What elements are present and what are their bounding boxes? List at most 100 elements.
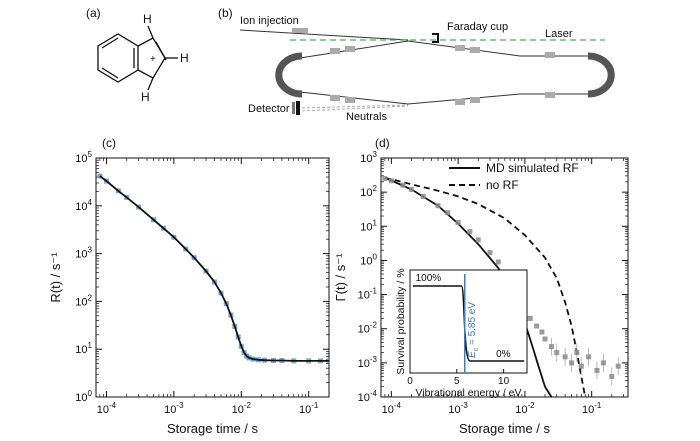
y-tick-label-base: 10 [358, 358, 370, 370]
bond-h-bottom [147, 77, 154, 91]
x-tick-label-base: 10 [582, 404, 594, 416]
y-tick-label-exp: -1 [370, 287, 378, 296]
data-point [554, 350, 560, 356]
y-tick-label-exp: 5 [88, 150, 93, 159]
ec-symbol: E [467, 351, 478, 358]
y-tick-label: 10-2 [358, 321, 378, 336]
faraday-cup-label: Faraday cup [447, 21, 508, 33]
x-tick-label-base: 10 [299, 404, 311, 416]
five-ring-double-bond [155, 41, 167, 61]
x-tick-label: 10-1 [299, 401, 319, 416]
x-tick-label-exp: -3 [461, 401, 469, 410]
detector-housing [292, 102, 295, 114]
x-tick-label: 10-4 [97, 401, 117, 416]
y-tick-label: 105 [75, 150, 92, 165]
x-tick-label-base: 10 [164, 404, 176, 416]
positive-charge-label: + [150, 54, 156, 65]
laser-label: Laser [545, 28, 573, 40]
x-tick-label-exp: -2 [244, 401, 252, 410]
data-point [487, 250, 493, 256]
x-tick-label-base: 10 [232, 404, 244, 416]
quadrupole-block [545, 92, 555, 98]
y-tick-label: 10-1 [358, 287, 378, 302]
hydrogen-right-label: H [180, 51, 189, 65]
inset-x-tick-label: 5 [454, 376, 460, 387]
panel-label-a: (a) [86, 6, 101, 20]
data-point [609, 373, 615, 379]
y-tick-label-exp: -4 [370, 389, 378, 398]
data-point [539, 329, 545, 335]
quadrupole-block [345, 97, 355, 103]
data-point [562, 354, 568, 360]
y-tick-label-base: 10 [75, 344, 87, 356]
data-point [382, 176, 388, 182]
y-tick-label-base: 10 [358, 290, 370, 302]
quadrupole-block [470, 47, 480, 53]
quadrupole-block [330, 95, 340, 101]
y-axis-label: Γ(t) / s⁻¹ [333, 253, 348, 302]
storage-ring-diagram [239, 28, 615, 115]
inset-y-axis-label: Survival probability / % [395, 268, 407, 374]
hydrogen-bottom-label: H [141, 90, 150, 104]
y-tick-label-base: 10 [75, 392, 87, 404]
y-tick-label-exp: 1 [88, 341, 93, 350]
quadrupole-block [345, 46, 355, 52]
data-point [527, 315, 533, 321]
detector-label: Detector [248, 103, 290, 115]
quadrupole-block [545, 52, 555, 58]
y-tick-label-base: 10 [360, 255, 372, 267]
y-tick-label-base: 10 [75, 249, 87, 261]
data-point [548, 344, 554, 350]
y-tick-label: 104 [75, 198, 92, 213]
x-tick-label-exp: -4 [394, 401, 402, 410]
chart-d: 10-4 10-3 10-2 10-110-410-310-210-110010110… [333, 150, 629, 436]
indenyl-cation-structure [97, 25, 178, 91]
x-tick-label-base: 10 [448, 404, 460, 416]
neutrals-path [301, 105, 409, 112]
y-tick-label: 103 [360, 150, 377, 165]
right-bending-magnet [587, 52, 615, 98]
ec-subscript: c [473, 347, 480, 351]
y-tick-label: 102 [75, 293, 92, 308]
data-point [615, 363, 621, 369]
y-tick-label-base: 10 [75, 201, 87, 213]
x-tick-label-base: 10 [97, 404, 109, 416]
panel-label-d: (d) [375, 136, 390, 150]
data-point [542, 336, 548, 342]
y-tick-label-base: 10 [360, 221, 372, 233]
quadrupole-block [455, 99, 465, 105]
data-point [455, 219, 461, 225]
data-point [594, 367, 600, 373]
x-tick-label-exp: -1 [311, 401, 319, 410]
x-tick-label: 10-3 [164, 401, 184, 416]
x-axis-label: Storage time / s [167, 421, 259, 436]
quadrupole-block [470, 97, 480, 103]
ec-value: = 5.85 eV [467, 302, 478, 348]
series-line [384, 177, 587, 397]
y-tick-label: 10-4 [358, 389, 378, 404]
inset-frame [409, 269, 528, 374]
x-tick-label-base: 10 [382, 404, 394, 416]
ion-injection-label: Ion injection [240, 15, 299, 27]
y-tick-label: 101 [360, 218, 377, 233]
data-point [445, 210, 451, 216]
quadrupole-block [455, 45, 465, 51]
x-tick-label-exp: -2 [527, 401, 535, 410]
inset-x-tick-label: 0 [407, 376, 413, 387]
benzene-double-bond-3 [101, 67, 119, 79]
legend-label: no RF [486, 178, 519, 192]
inset-x-tick-label: 10 [498, 376, 510, 387]
x-tick-label: 10-4 [382, 401, 402, 416]
data-point [400, 182, 406, 188]
x-tick-label: 10-1 [582, 401, 602, 416]
y-tick-label-base: 10 [75, 296, 87, 308]
series-line [99, 175, 329, 362]
y-tick-label-base: 10 [358, 324, 370, 336]
quadrupole-block [330, 48, 340, 54]
y-tick-label-base: 10 [358, 392, 370, 404]
inset-x-axis-label: Vibrational energy / eV [415, 387, 521, 399]
data-point [578, 363, 584, 369]
y-tick-label-exp: 2 [88, 293, 93, 302]
data-point [435, 203, 441, 209]
